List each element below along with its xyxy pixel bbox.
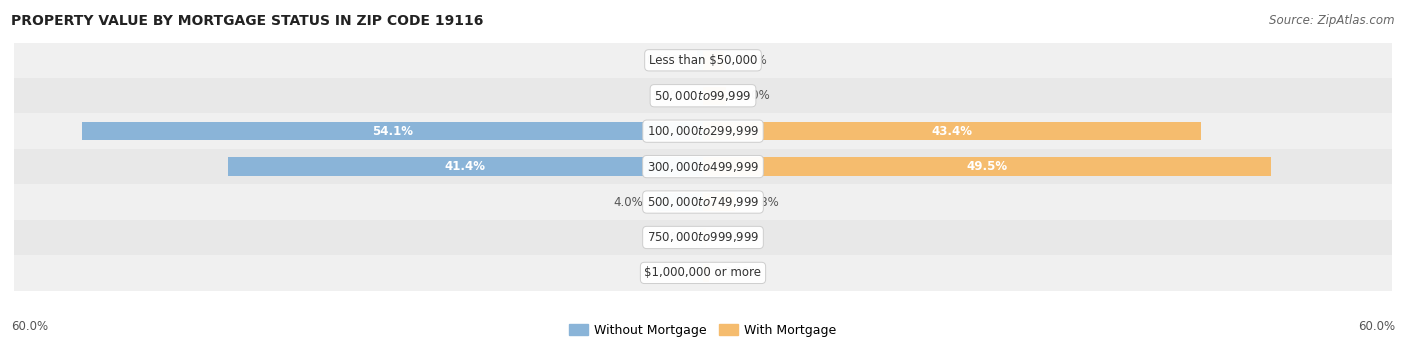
Bar: [703, 193, 735, 211]
Bar: [14, 255, 1392, 291]
Bar: [14, 42, 1392, 78]
Text: 60.0%: 60.0%: [11, 320, 48, 333]
Text: 0.56%: 0.56%: [723, 267, 761, 279]
Text: $100,000 to $299,999: $100,000 to $299,999: [647, 124, 759, 138]
Text: PROPERTY VALUE BY MORTGAGE STATUS IN ZIP CODE 19116: PROPERTY VALUE BY MORTGAGE STATUS IN ZIP…: [11, 14, 484, 28]
Text: Less than $50,000: Less than $50,000: [648, 54, 758, 67]
Bar: [703, 122, 1201, 140]
Bar: [703, 228, 706, 247]
Text: $50,000 to $99,999: $50,000 to $99,999: [654, 89, 752, 103]
Text: 1.8%: 1.8%: [738, 54, 768, 67]
Text: 0.0%: 0.0%: [652, 267, 682, 279]
Bar: [228, 157, 703, 176]
Text: 41.4%: 41.4%: [444, 160, 486, 173]
Bar: [14, 114, 1392, 149]
Text: 0.53%: 0.53%: [647, 54, 683, 67]
Text: 0.0%: 0.0%: [724, 231, 754, 244]
Text: 2.0%: 2.0%: [740, 89, 769, 102]
Text: 0.0%: 0.0%: [652, 231, 682, 244]
Text: $1,000,000 or more: $1,000,000 or more: [644, 267, 762, 279]
Bar: [657, 193, 703, 211]
Text: 4.0%: 4.0%: [613, 195, 644, 208]
Legend: Without Mortgage, With Mortgage: Without Mortgage, With Mortgage: [564, 319, 842, 340]
Text: $500,000 to $749,999: $500,000 to $749,999: [647, 195, 759, 209]
Text: 54.1%: 54.1%: [373, 125, 413, 138]
Bar: [697, 51, 703, 69]
Bar: [700, 86, 703, 105]
Bar: [700, 264, 703, 282]
Bar: [703, 86, 725, 105]
Text: 2.8%: 2.8%: [749, 195, 779, 208]
Bar: [14, 220, 1392, 255]
Bar: [14, 78, 1392, 114]
Text: 49.5%: 49.5%: [967, 160, 1008, 173]
Bar: [703, 264, 710, 282]
Text: 0.0%: 0.0%: [652, 89, 682, 102]
Text: Source: ZipAtlas.com: Source: ZipAtlas.com: [1270, 14, 1395, 27]
Text: 60.0%: 60.0%: [1358, 320, 1395, 333]
Bar: [82, 122, 703, 140]
Text: $750,000 to $999,999: $750,000 to $999,999: [647, 231, 759, 244]
Bar: [14, 149, 1392, 184]
Text: $300,000 to $499,999: $300,000 to $499,999: [647, 159, 759, 174]
Bar: [703, 157, 1271, 176]
Bar: [703, 51, 724, 69]
Text: 43.4%: 43.4%: [932, 125, 973, 138]
Bar: [14, 184, 1392, 220]
Bar: [700, 228, 703, 247]
